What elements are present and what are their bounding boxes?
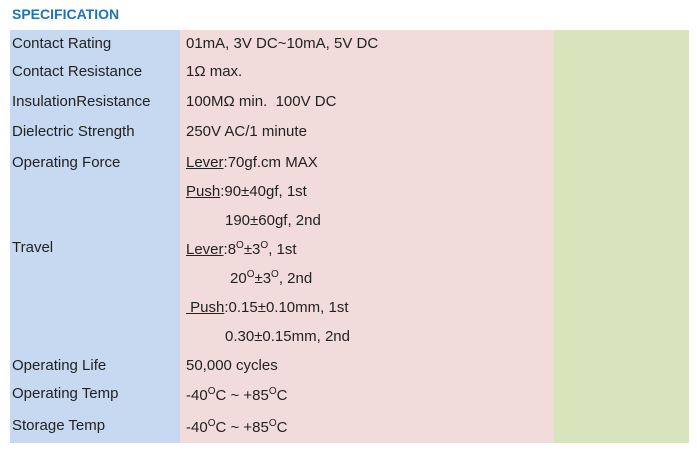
value: 100MΩ min. 100V DC <box>186 93 337 110</box>
underlined: Lever <box>186 154 224 171</box>
value: 1Ω max. <box>186 63 243 80</box>
value-cell: -40OC ~ +85OC <box>180 380 554 410</box>
text: C <box>276 419 288 436</box>
row: InsulationResistance 100MΩ min. 100V DC <box>10 88 689 118</box>
label: InsulationResistance <box>12 93 151 110</box>
superscript: O <box>207 418 216 429</box>
value-line: 0.30±0.15mm, 2nd <box>186 322 554 352</box>
label-cell: Operating Life <box>10 352 180 380</box>
text: :90±40gf, 1st <box>220 183 307 200</box>
label: Operating Life <box>12 357 107 374</box>
value-line: 190±60gf, 2nd <box>186 206 554 235</box>
text: C <box>276 387 288 404</box>
superscript: O <box>260 240 269 251</box>
label: Contact Rating <box>12 35 112 52</box>
value-cell: 50,000 cycles <box>180 352 554 380</box>
value-line: Lever:70gf.cm MAX <box>186 148 554 177</box>
blank-cell <box>554 118 689 148</box>
value-cell: 100MΩ min. 100V DC <box>180 88 554 118</box>
value-cell: Lever:8O±3O, 1st 20O±3O, 2nd Push:0.15±0… <box>180 235 554 352</box>
value: 50,000 cycles <box>186 357 278 374</box>
superscript: O <box>207 386 216 397</box>
text: , 1st <box>268 241 297 258</box>
row: Operating Life 50,000 cycles <box>10 352 689 380</box>
blank-cell <box>554 235 689 352</box>
value-line: Push:0.15±0.10mm, 1st <box>186 293 554 322</box>
blank-cell <box>554 380 689 410</box>
text: :70gf.cm MAX <box>223 154 318 171</box>
value-line: Push:90±40gf, 1st <box>186 177 554 206</box>
text: ±3 <box>254 270 272 287</box>
label-cell: Contact Resistance <box>10 58 180 88</box>
blank-cell <box>554 58 689 88</box>
row: Dielectric Strength 250V AC/1 minute <box>10 118 689 148</box>
text: -40 <box>186 387 208 404</box>
label: Operating Force <box>12 154 121 171</box>
text: :0.15±0.10mm, 1st <box>224 299 349 316</box>
label-cell: Operating Temp <box>10 380 180 410</box>
label-cell: Dielectric Strength <box>10 118 180 148</box>
row: Contact Resistance 1Ω max. <box>10 58 689 88</box>
blank-cell <box>554 88 689 118</box>
blank-cell <box>554 410 689 443</box>
label: Storage Temp <box>12 417 106 434</box>
row: Storage Temp -40OC ~ +85OC <box>10 410 689 443</box>
blank-cell <box>554 352 689 380</box>
value-cell: -40OC ~ +85OC <box>180 410 554 443</box>
superscript: O <box>236 240 244 251</box>
blank-cell <box>554 148 689 235</box>
row: Operating Temp -40OC ~ +85OC <box>10 380 689 410</box>
label: Dielectric Strength <box>12 123 135 140</box>
value-cell: Lever:70gf.cm MAX Push:90±40gf, 1st 190±… <box>180 148 554 235</box>
value-line: -40OC ~ +85OC <box>186 380 554 410</box>
text: -40 <box>186 419 208 436</box>
label-cell: Storage Temp <box>10 410 180 443</box>
underlined: Lever <box>186 241 224 258</box>
spec-table: Contact Rating 01mA, 3V DC~10mA, 5V DC Co… <box>10 30 689 443</box>
row: Contact Rating 01mA, 3V DC~10mA, 5V DC <box>10 30 689 58</box>
value-line: 20O±3O, 2nd <box>186 264 554 293</box>
value: 01mA, 3V DC~10mA, 5V DC <box>186 35 379 52</box>
title: SPECIFICATION <box>12 6 120 22</box>
text: C ~ +85 <box>215 419 269 436</box>
blank-cell <box>554 30 689 58</box>
superscript: O <box>268 418 277 429</box>
value-cell: 01mA, 3V DC~10mA, 5V DC <box>180 30 554 58</box>
text: 190±60gf, 2nd <box>225 212 321 229</box>
label-cell: InsulationResistance <box>10 88 180 118</box>
row: Travel Lever:8O±3O, 1st 20O±3O, 2nd Push… <box>10 235 689 352</box>
superscript: O <box>246 269 255 280</box>
label: Contact Resistance <box>12 63 143 80</box>
superscript: O <box>271 269 279 280</box>
row: Operating Force Lever:70gf.cm MAX Push:9… <box>10 148 689 235</box>
label-cell: Travel <box>10 235 180 352</box>
text: :8 <box>223 241 237 258</box>
value-cell: 250V AC/1 minute <box>180 118 554 148</box>
underlined: Push <box>186 183 221 200</box>
label-cell: Contact Rating <box>10 30 180 58</box>
value-line: -40OC ~ +85OC <box>186 410 554 443</box>
label-cell: Operating Force <box>10 148 180 235</box>
label: Operating Temp <box>12 385 119 402</box>
text: , 2nd <box>278 270 313 287</box>
text: ±3 <box>243 241 261 258</box>
superscript: O <box>268 386 277 397</box>
underlined: Push <box>186 299 225 316</box>
text: C ~ +85 <box>215 387 269 404</box>
label: Travel <box>12 239 54 256</box>
value-line: Lever:8O±3O, 1st <box>186 235 554 264</box>
text: 20 <box>230 270 247 287</box>
value-cell: 1Ω max. <box>180 58 554 88</box>
text: 0.30±0.15mm, 2nd <box>225 328 350 345</box>
value: 250V AC/1 minute <box>186 123 307 140</box>
